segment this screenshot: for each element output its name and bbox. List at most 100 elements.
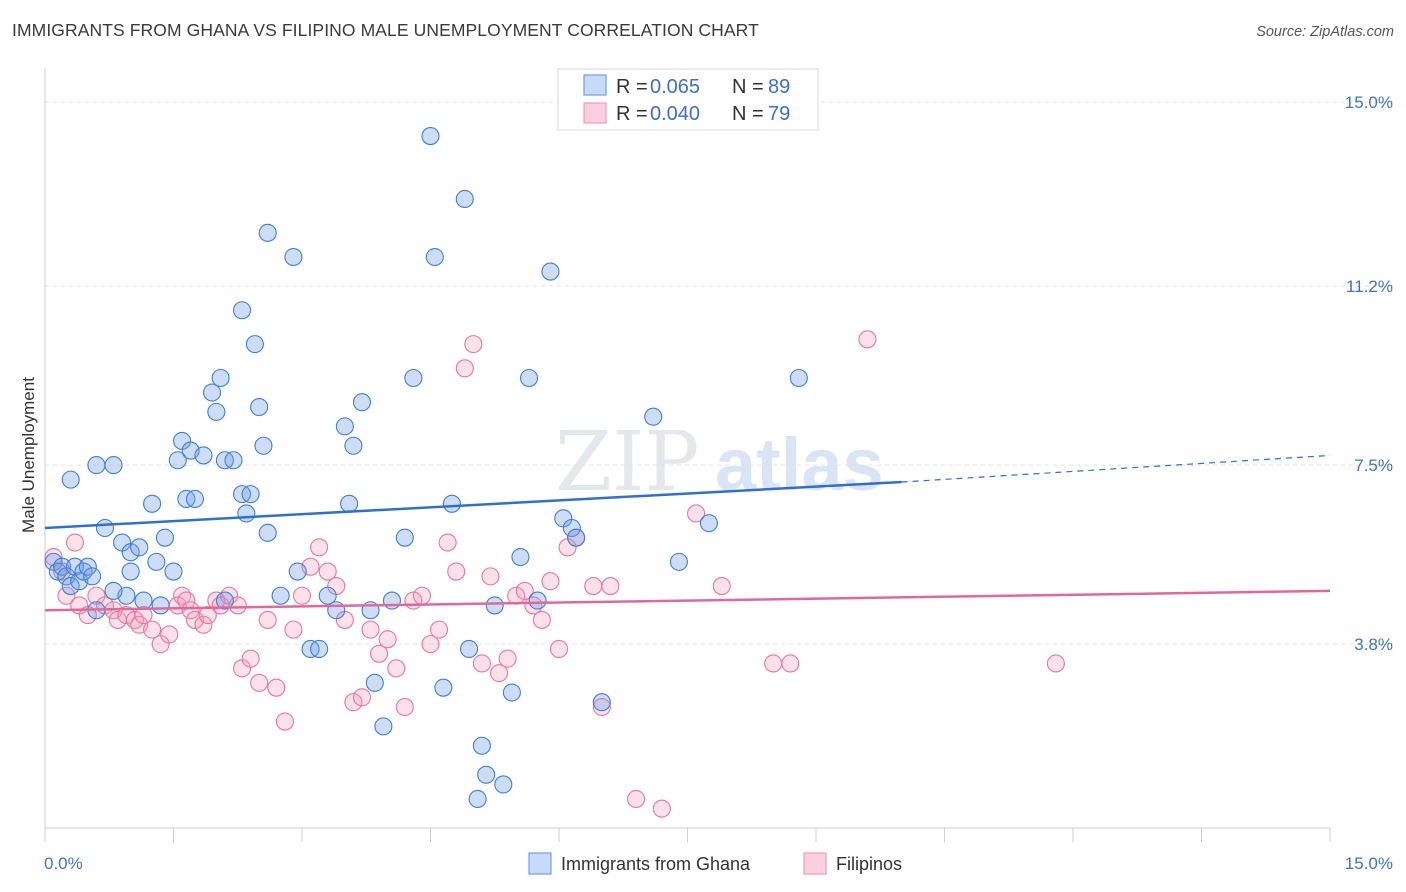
data-point [318,586,337,605]
data-point [250,397,269,417]
data-point [370,644,389,663]
data-point [237,504,256,523]
y-axis-label: Male Unemployment [19,377,38,533]
data-point [567,528,586,547]
data-point [292,586,312,605]
y-tick-label: 3.8% [1354,635,1393,654]
data-point [627,789,646,809]
data-point [472,736,491,755]
watermark-atlas: atlas [715,423,884,506]
data-point [143,620,162,639]
data-point [241,485,260,504]
data-point [104,581,123,600]
data-point [464,335,483,354]
data-point [592,693,611,712]
data-point [250,673,269,692]
data-point [365,673,384,692]
data-point [104,456,123,475]
data-point [211,368,230,388]
data-point [155,528,174,547]
data-point [335,417,354,436]
data-point [352,688,372,707]
data-point [207,402,226,421]
bottom-legend-label-ghana: Immigrants from Ghana [561,854,751,874]
data-point [65,557,85,576]
data-point [687,504,706,523]
data-point [472,654,491,673]
legend-r-label-filipinos: R = [616,103,648,125]
data-point [160,625,179,644]
data-point [477,765,496,784]
data-point [511,547,530,567]
y-tick-label: 15.0% [1345,93,1393,112]
data-point [378,630,397,649]
data-point [395,697,414,717]
data-point [352,393,372,412]
data-point [194,615,213,634]
data-point [669,552,688,571]
data-point [168,451,187,470]
legend-n-value-ghana: 89 [768,76,790,98]
data-point [789,368,808,388]
data-point [194,446,213,465]
y-tick-labels: 3.8% 7.5% 11.2% 15.0% [1345,93,1393,654]
legend-swatch-filipinos [583,102,607,124]
data-point [387,659,406,678]
data-point [532,610,551,629]
x-tick-label-min: 0.0% [44,854,83,873]
data-point [185,489,204,509]
data-point [421,635,440,654]
data-point [254,436,273,455]
data-point [232,301,252,320]
y-tick-label: 11.2% [1346,277,1393,296]
data-point [288,562,307,581]
data-point [592,697,611,717]
data-point [134,606,153,625]
data-point [764,654,783,673]
data-point [327,601,346,620]
data-point [412,586,431,605]
data-point [434,678,453,697]
data-point [644,407,663,426]
trend-line-ghana-extension [901,454,1331,483]
data-point [143,494,162,513]
data-point [438,533,457,552]
data-point [245,335,264,354]
data-point [61,470,80,489]
data-point [404,368,423,388]
data-point [395,528,414,547]
data-point [382,591,402,610]
data-point [224,451,243,470]
x-tick-marks [44,828,1331,842]
data-point [425,247,444,267]
data-point [310,639,329,659]
data-point [340,494,359,513]
data-point [442,494,461,513]
data-point [459,639,479,659]
data-point [121,562,140,581]
data-point [498,649,517,668]
data-point [515,581,534,600]
x-tick-label-max: 15.0% [1345,854,1393,873]
data-point [601,577,620,596]
data-point [284,247,303,267]
trend-line-ghana [44,480,902,530]
data-point [519,368,539,388]
data-point [130,538,149,557]
data-point [284,620,303,639]
data-point [541,572,560,591]
data-point [481,567,500,586]
data-point [310,538,329,557]
legend-n-label-ghana: N = [732,76,764,98]
legend-r-value-ghana: 0.065 [650,76,700,98]
data-point [53,557,72,576]
source-credit: Source: ZipAtlas.com [1256,24,1394,40]
data-point [121,543,140,562]
data-point [584,577,603,596]
data-point [699,514,718,533]
data-point [541,262,560,281]
data-point [258,523,277,542]
data-point [361,620,380,639]
legend-n-label-filipinos: N = [732,103,764,125]
